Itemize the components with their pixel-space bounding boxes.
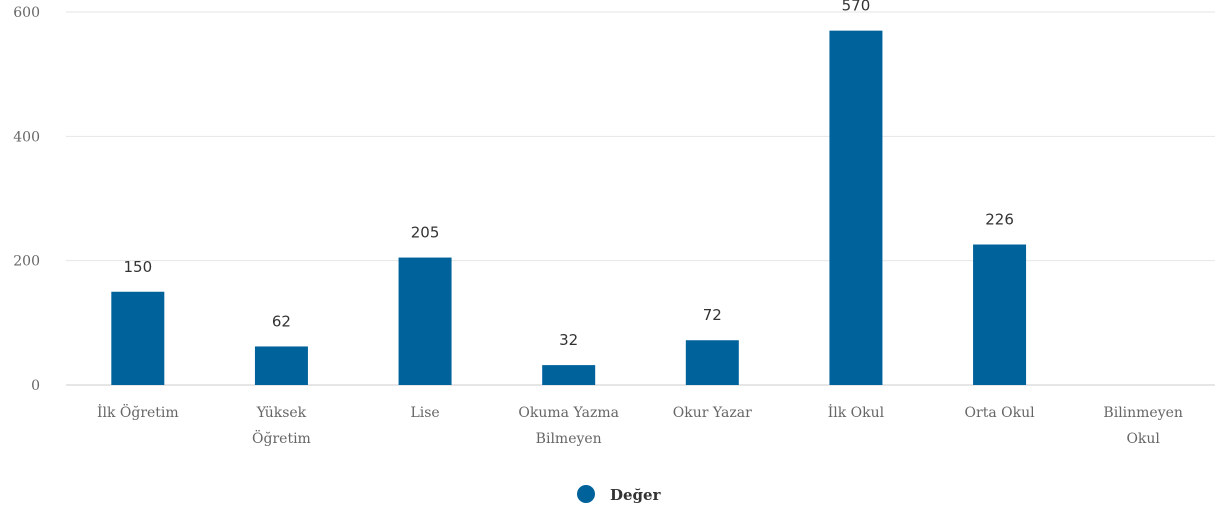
bar[interactable]: [254, 346, 308, 385]
x-tick-label: Öğretim: [252, 429, 311, 447]
bar[interactable]: [542, 365, 596, 385]
x-tick-label: Orta Okul: [965, 405, 1036, 421]
legend-label[interactable]: Değer: [610, 486, 662, 504]
y-tick-label: 0: [31, 378, 40, 394]
x-tick-label: Okur Yazar: [673, 405, 752, 421]
y-tick-label: 400: [13, 129, 40, 145]
bar[interactable]: [829, 30, 883, 386]
legend-marker[interactable]: [577, 485, 595, 503]
x-tick-label: Bilinmeyen: [1103, 405, 1183, 421]
data-label: 570: [842, 0, 871, 15]
data-label: 205: [411, 224, 440, 242]
bar[interactable]: [685, 340, 739, 385]
data-label: 72: [703, 306, 722, 324]
data-label: 226: [985, 211, 1014, 229]
x-tick-label: İlk Öğretim: [97, 403, 179, 421]
y-tick-label: 600: [13, 5, 40, 21]
data-label: 150: [123, 258, 152, 276]
bar[interactable]: [973, 244, 1027, 385]
x-tick-label: Bilmeyen: [536, 431, 602, 447]
x-tick-label: Yüksek: [256, 405, 307, 421]
x-tick-label: Lise: [410, 405, 439, 421]
x-tick-label: Okuma Yazma: [518, 405, 619, 421]
x-tick-label: İlk Okul: [828, 403, 885, 421]
data-label: 62: [272, 312, 291, 330]
bar[interactable]: [111, 291, 165, 385]
bar[interactable]: [398, 257, 452, 385]
y-tick-label: 200: [13, 254, 40, 270]
data-label: 32: [559, 331, 578, 349]
x-tick-label: Okul: [1126, 431, 1160, 447]
